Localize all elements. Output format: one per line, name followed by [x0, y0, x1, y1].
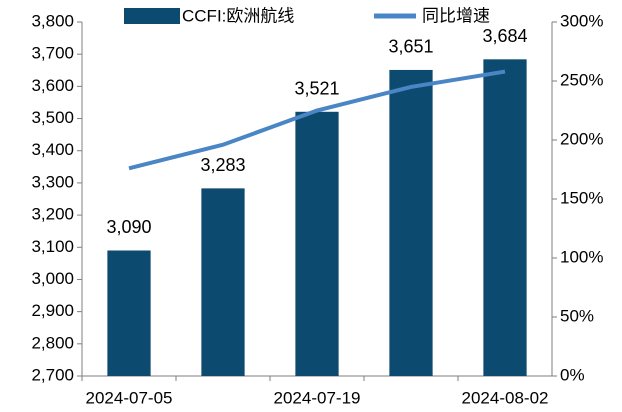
data-label: 3,651	[388, 37, 433, 57]
x-tick-label: 2024-07-19	[274, 388, 361, 407]
y2-tick-label: 200%	[560, 129, 603, 148]
y-tick-label: 3,600	[31, 76, 74, 95]
legend-label: 同比增速	[422, 6, 490, 25]
data-label: 3,283	[200, 155, 245, 175]
x-tick-label: 2024-08-02	[462, 388, 549, 407]
y-tick-label: 3,500	[31, 108, 74, 127]
y-tick-label: 3,300	[31, 172, 74, 191]
y2-tick-label: 150%	[560, 188, 603, 207]
y2-tick-label: 300%	[560, 11, 603, 30]
y2-tick-label: 100%	[560, 247, 603, 266]
y-tick-label: 3,200	[31, 205, 74, 224]
x-tick-label: 2024-07-05	[86, 388, 173, 407]
y-tick-label: 3,800	[31, 11, 74, 30]
y-tick-label: 3,000	[31, 269, 74, 288]
y-tick-label: 2,700	[31, 365, 74, 384]
bar	[483, 59, 527, 377]
y2-tick-label: 50%	[560, 306, 594, 325]
y-tick-label: 2,800	[31, 333, 74, 352]
data-label: 3,684	[482, 26, 527, 46]
bar	[201, 188, 245, 376]
data-label: 3,521	[294, 79, 339, 99]
bar	[389, 69, 433, 376]
line	[128, 69, 506, 171]
legend-label: CCFI:欧洲航线	[182, 6, 294, 25]
bar	[295, 111, 339, 377]
bar	[107, 250, 151, 376]
y-tick-label: 2,900	[31, 301, 74, 320]
y2-tick-label: 0%	[560, 365, 585, 384]
y2-tick-label: 250%	[560, 70, 603, 89]
data-label: 3,090	[106, 217, 151, 237]
y-tick-label: 3,400	[31, 140, 74, 159]
y-tick-label: 3,700	[31, 44, 74, 63]
legend-swatch	[124, 8, 180, 24]
y-tick-label: 3,100	[31, 237, 74, 256]
